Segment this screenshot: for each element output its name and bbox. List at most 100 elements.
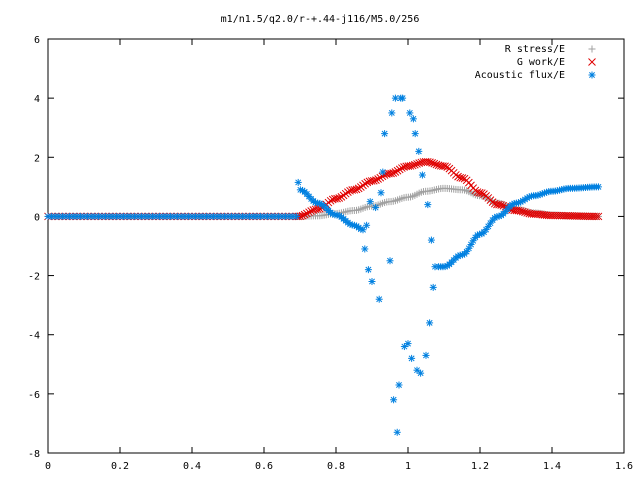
x-tick-label: 0.2 <box>111 461 129 472</box>
y-tick-label: 4 <box>34 94 40 105</box>
x-tick-label: 0 <box>45 461 51 472</box>
data-point <box>594 183 602 191</box>
data-point <box>344 188 352 196</box>
chart-title: m1/n1.5/q2.0/r-+.44-j116/M5.0/256 <box>221 14 420 25</box>
legend-label-g-work: G work/E <box>517 57 565 68</box>
data-point <box>427 236 435 244</box>
data-point <box>458 174 467 182</box>
data-point <box>381 130 389 138</box>
data-point <box>422 351 430 359</box>
legend-marker-g-work <box>588 58 596 66</box>
data-point <box>399 94 407 102</box>
series-1 <box>44 157 603 221</box>
data-point <box>326 196 335 205</box>
data-point <box>454 172 462 181</box>
data-point <box>495 200 503 209</box>
data-point <box>413 160 421 168</box>
data-point <box>424 201 432 209</box>
data-point <box>463 248 471 256</box>
data-point <box>387 169 395 178</box>
data-point <box>298 211 307 220</box>
data-point <box>390 396 398 404</box>
series-2 <box>44 94 602 436</box>
data-point <box>393 166 402 175</box>
data-point <box>302 209 311 218</box>
data-point <box>418 171 426 179</box>
data-point <box>307 207 316 215</box>
data-point <box>372 204 380 212</box>
data-point <box>431 263 439 271</box>
x-tick-label: 0.6 <box>255 461 273 472</box>
data-point <box>379 168 387 176</box>
data-point <box>294 178 302 186</box>
data-point <box>369 176 378 185</box>
data-point <box>388 109 396 117</box>
x-tick-label: 1.2 <box>471 461 489 472</box>
series-layer <box>44 94 603 436</box>
x-tick-label: 0.4 <box>183 461 201 472</box>
legend: R stress/E G work/E Acoustic flux/E <box>475 44 596 81</box>
data-point <box>366 198 374 206</box>
data-point <box>333 194 341 203</box>
data-point <box>408 354 416 362</box>
data-point <box>395 165 404 174</box>
data-point <box>363 178 372 187</box>
plot-frame <box>47 38 625 454</box>
data-point <box>361 245 369 253</box>
data-point <box>354 184 363 193</box>
data-point <box>391 168 400 176</box>
x-axis: 0 0.2 0.4 0.6 0.8 1 1.2 1.4 1.6 <box>45 39 633 472</box>
legend-label-acoustic-flux: Acoustic flux/E <box>475 70 565 81</box>
x-tick-label: 0.8 <box>327 461 345 472</box>
legend-symbol <box>588 58 596 66</box>
data-point <box>592 212 601 221</box>
data-point <box>441 162 449 171</box>
data-point <box>335 194 344 202</box>
legend-symbol <box>588 71 596 79</box>
data-point <box>411 130 419 138</box>
data-point <box>372 176 380 184</box>
data-point <box>477 189 486 197</box>
y-tick-label: 2 <box>34 153 40 164</box>
data-point <box>426 319 434 327</box>
data-point <box>363 221 371 229</box>
data-point <box>364 266 372 274</box>
data-point <box>374 175 382 183</box>
y-tick-label: -2 <box>28 272 40 283</box>
data-point <box>408 161 417 170</box>
data-point <box>430 159 439 168</box>
data-point <box>415 147 423 155</box>
data-point <box>410 160 419 169</box>
y-tick-label: -4 <box>28 331 40 342</box>
y-tick-label: 0 <box>34 212 40 223</box>
legend-marker-acoustic-flux <box>588 71 596 79</box>
data-point <box>350 185 359 194</box>
data-point <box>521 208 529 217</box>
data-point <box>386 257 394 265</box>
data-point <box>359 226 367 234</box>
data-point <box>429 283 437 291</box>
data-point <box>428 159 436 167</box>
data-point <box>398 164 406 172</box>
data-point <box>406 162 415 170</box>
data-point <box>352 185 361 194</box>
x-tick-label: 1 <box>405 461 411 472</box>
legend-symbol <box>588 45 596 53</box>
data-point <box>432 160 441 169</box>
legend-label-r-stress: R stress/E <box>505 44 565 55</box>
data-point <box>395 381 403 389</box>
data-point <box>393 428 401 436</box>
data-point <box>516 207 525 215</box>
plot-area <box>47 38 625 454</box>
x-tick-label: 1.6 <box>615 461 633 472</box>
data-point <box>417 369 425 377</box>
data-point <box>300 210 309 219</box>
data-point <box>415 159 424 167</box>
data-point <box>404 340 412 348</box>
data-point <box>292 212 300 220</box>
data-point <box>361 179 370 188</box>
legend-marker-r-stress <box>588 45 596 53</box>
x-tick-label: 1.4 <box>543 461 561 472</box>
data-point <box>518 207 527 216</box>
